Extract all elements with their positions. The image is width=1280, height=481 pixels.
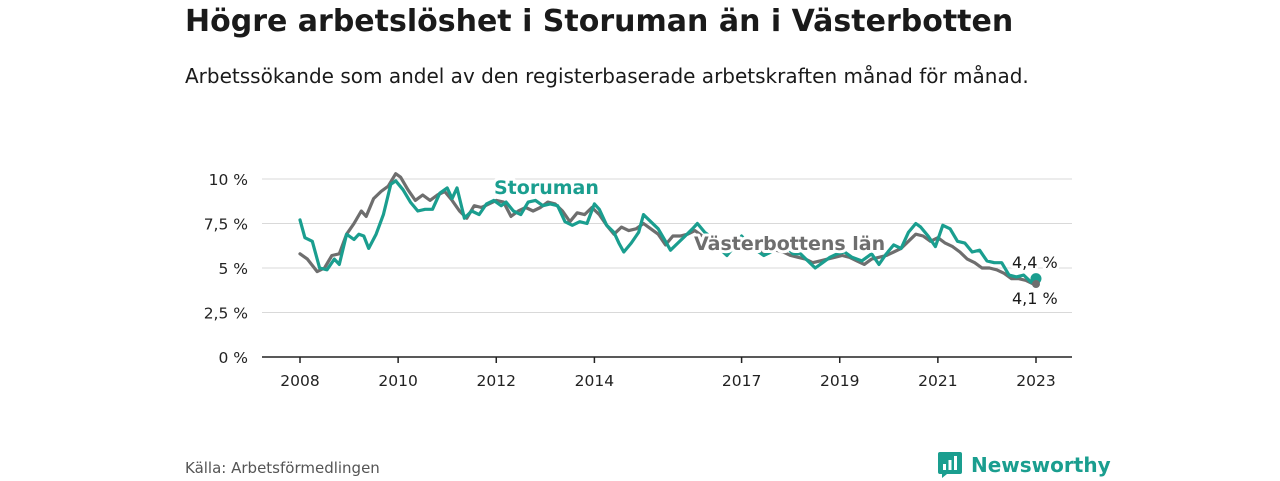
vasterbotten-series-label: Västerbottens län (694, 233, 885, 255)
newsworthy-logo[interactable]: Newsworthy (937, 449, 1111, 481)
storuman-end-value-halo: 4,4 % (1012, 253, 1058, 272)
x-tick-label: 2017 (722, 372, 761, 390)
x-axis: 2008 2010 2012 2014 2017 2019 2021 2023 (262, 356, 1072, 390)
storuman-series-label-halo: Storuman (494, 177, 599, 199)
storuman-end-value: 4,4 % (1012, 253, 1058, 272)
storuman-series-label: Storuman (494, 177, 599, 199)
grid-lines (262, 178, 1072, 313)
vasterbotten-end-value: 4,1 % (1012, 289, 1058, 308)
vasterbotten-series-label-halo: Västerbottens län (694, 233, 885, 255)
vasterbotten-line (298, 172, 1038, 286)
x-tick-label: 2021 (918, 372, 957, 390)
vasterbotten-end-marker (1032, 280, 1040, 289)
vasterbotten-end-value-halo: 4,1 % (1012, 289, 1058, 308)
y-axis-ticks: 0 % 2,5 % 5 % 7,5 % 10 % (204, 171, 248, 367)
chart-subtitle: Arbetssökande som andel av den registerb… (185, 64, 1029, 88)
series-lines (298, 172, 1042, 289)
x-tick-label: 2010 (378, 372, 417, 390)
chart-title: Högre arbetslöshet i Storuman än i Väste… (185, 4, 1014, 39)
logo-text: Newsworthy (971, 453, 1111, 477)
x-tick-label: 2023 (1016, 372, 1055, 390)
y-tick-label: 10 % (209, 171, 248, 189)
x-tick-label: 2008 (280, 372, 319, 390)
storuman-line (298, 179, 1038, 284)
y-tick-label: 0 % (218, 349, 248, 367)
newsworthy-chart-icon (938, 452, 962, 478)
x-tick-label: 2019 (820, 372, 859, 390)
y-tick-label: 2,5 % (204, 305, 248, 323)
y-tick-label: 7,5 % (204, 216, 248, 234)
y-tick-label: 5 % (218, 260, 248, 278)
source-note: Källa: Arbetsförmedlingen (185, 459, 380, 477)
x-tick-label: 2012 (477, 372, 516, 390)
x-tick-label: 2014 (575, 372, 614, 390)
